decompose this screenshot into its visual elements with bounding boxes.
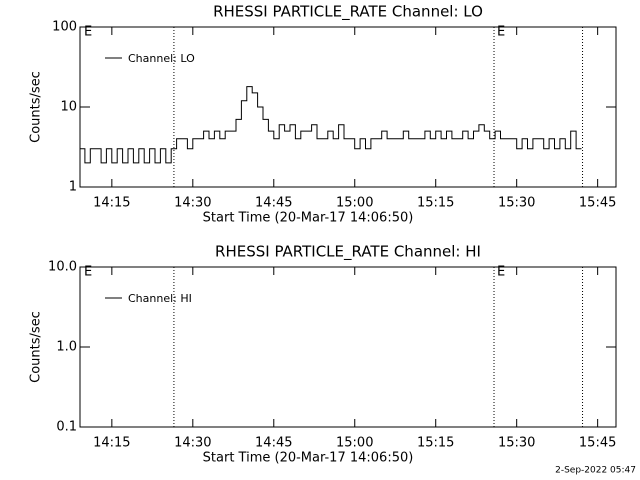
annotation: E — [497, 25, 505, 40]
x-axis-label: Start Time (20-Mar-17 14:06:50) — [203, 211, 414, 226]
x-tick-label: 15:00 — [336, 196, 373, 211]
x-tick-label: 14:15 — [93, 196, 130, 211]
y-tick-label: 1.0 — [56, 340, 77, 355]
y-tick-label: 10.0 — [48, 260, 77, 275]
x-tick-label: 15:00 — [336, 436, 373, 451]
annotation: E — [84, 25, 92, 40]
x-tick-label: 15:30 — [498, 196, 535, 211]
x-tick-label: 15:15 — [417, 196, 454, 211]
legend-label: Channel: HI — [128, 292, 192, 305]
y-tick-label: 100 — [52, 20, 77, 35]
x-tick-label: 15:45 — [579, 196, 616, 211]
x-tick-label: 15:45 — [579, 436, 616, 451]
chart-title: RHESSI PARTICLE_RATE Channel: HI — [215, 243, 481, 262]
y-tick-label: 10 — [60, 100, 77, 115]
x-tick-label: 15:30 — [498, 436, 535, 451]
x-tick-label: 14:30 — [174, 196, 211, 211]
annotation: E — [84, 265, 92, 280]
annotation: E — [497, 265, 505, 280]
x-tick-label: 14:15 — [93, 436, 130, 451]
x-tick-label: 14:45 — [255, 196, 292, 211]
y-axis-label: Counts/sec — [29, 71, 44, 143]
footer: 2-Sep-2022 05:47 — [555, 466, 636, 476]
x-tick-label: 15:15 — [417, 436, 454, 451]
x-axis-label: Start Time (20-Mar-17 14:06:50) — [203, 451, 414, 466]
y-tick-label: 1 — [69, 180, 77, 195]
legend-label: Channel: LO — [128, 52, 195, 65]
x-tick-label: 14:30 — [174, 436, 211, 451]
y-axis-label: Counts/sec — [29, 311, 44, 383]
x-tick-label: 14:45 — [255, 436, 292, 451]
data-line — [79, 86, 582, 164]
y-tick-label: 0.1 — [56, 420, 77, 435]
chart-title: RHESSI PARTICLE_RATE Channel: LO — [213, 3, 483, 22]
